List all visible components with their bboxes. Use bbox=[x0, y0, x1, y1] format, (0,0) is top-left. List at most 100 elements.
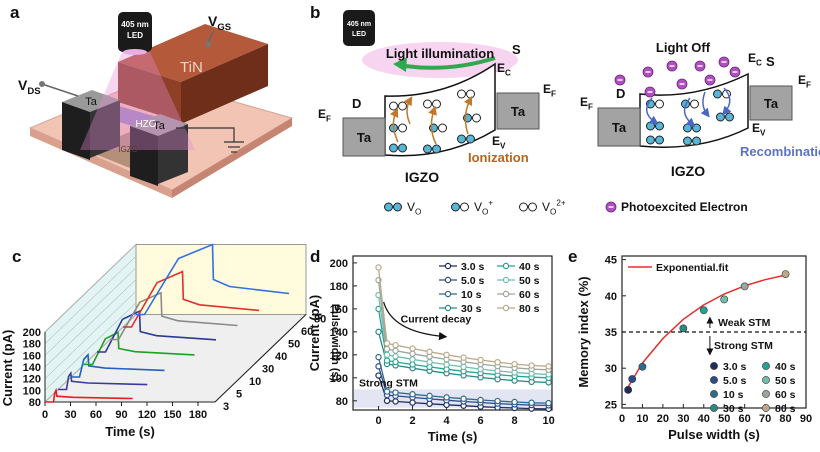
y-tick-label: 120 bbox=[330, 350, 348, 362]
vacancy-site bbox=[692, 123, 701, 133]
ionization-arrow bbox=[428, 105, 437, 145]
y-tick-label: 160 bbox=[23, 350, 41, 362]
label-base: V bbox=[542, 200, 550, 214]
grid-line bbox=[44, 302, 137, 391]
marker bbox=[477, 396, 484, 404]
y-tick-label: 100 bbox=[23, 385, 41, 397]
label: IGZO bbox=[405, 169, 439, 185]
label-sub: O bbox=[550, 208, 556, 217]
y-tick-label: 200 bbox=[23, 327, 41, 339]
legend-label: 30 s bbox=[461, 303, 482, 315]
marker bbox=[383, 388, 391, 395]
point bbox=[624, 386, 633, 394]
label: Ta bbox=[511, 104, 526, 119]
label-base: V bbox=[407, 200, 415, 214]
y-tick-label: 25 bbox=[605, 399, 617, 411]
label-sub: C bbox=[505, 69, 511, 78]
x-axis-title: Time (s) bbox=[105, 424, 155, 439]
y-tick-label: 120 bbox=[23, 374, 41, 386]
label: TiN bbox=[180, 59, 203, 76]
legend-label: 5.0 s bbox=[461, 275, 485, 287]
grid-line bbox=[44, 267, 137, 356]
x-tick-label: 40 bbox=[698, 413, 710, 425]
marker bbox=[383, 340, 391, 347]
label-sup: + bbox=[488, 199, 493, 208]
label: Ta bbox=[764, 96, 779, 111]
legend-label: Exponential.fit bbox=[656, 262, 729, 274]
legend-label: 10 s bbox=[461, 289, 482, 301]
vacancy-site bbox=[393, 202, 402, 212]
fit-line bbox=[627, 274, 786, 388]
y-tick-label: 160 bbox=[330, 304, 348, 316]
led bbox=[118, 12, 152, 52]
oxygen-vacancy bbox=[384, 202, 402, 212]
legend-marker bbox=[444, 304, 452, 312]
legend-label: 40 s bbox=[519, 261, 540, 273]
oxygen-vacancy bbox=[519, 202, 537, 212]
gate-side bbox=[181, 44, 268, 124]
label-base: E bbox=[497, 61, 505, 75]
marker bbox=[511, 360, 518, 368]
label-sub: DS bbox=[27, 86, 40, 97]
marker bbox=[409, 361, 416, 368]
label: Ta bbox=[153, 120, 166, 132]
light-arrow-head bbox=[393, 57, 407, 72]
oxygen-vacancy bbox=[646, 99, 664, 109]
legend-marker bbox=[710, 390, 718, 398]
vacancy-site bbox=[646, 121, 655, 131]
x-tick-label: 90 bbox=[800, 413, 812, 425]
vacancy-site bbox=[683, 123, 692, 133]
vacancy-site bbox=[725, 112, 734, 122]
y-axis-title: Current (pA) bbox=[0, 330, 15, 407]
x-tick-label: 8 bbox=[512, 415, 518, 427]
ionization-arrow bbox=[463, 95, 473, 135]
y-tick-label: 140 bbox=[23, 362, 41, 374]
marker bbox=[409, 356, 416, 363]
legend-marker bbox=[502, 290, 510, 298]
series-line bbox=[58, 370, 148, 391]
gate-top bbox=[118, 24, 268, 82]
marker bbox=[375, 353, 382, 361]
annotation: Strong STM bbox=[714, 340, 773, 352]
vacancy-site bbox=[466, 89, 475, 99]
electrode-top bbox=[130, 114, 188, 136]
marker bbox=[443, 351, 450, 359]
legend-marker bbox=[710, 362, 718, 370]
label: VO bbox=[407, 200, 421, 217]
marker bbox=[443, 394, 450, 401]
marker bbox=[392, 398, 399, 405]
x-tick-label: 4 bbox=[443, 415, 450, 427]
vacancy-site bbox=[655, 121, 664, 131]
x-tick-label: 6 bbox=[478, 415, 484, 427]
oxygen-vacancy bbox=[457, 134, 475, 144]
label: EV bbox=[492, 134, 506, 151]
label-base: E bbox=[492, 134, 500, 148]
point bbox=[781, 270, 790, 278]
label-sub: GS bbox=[217, 22, 231, 33]
legend-marker bbox=[762, 376, 770, 384]
marker bbox=[383, 357, 391, 364]
legend-marker bbox=[762, 404, 770, 412]
marker bbox=[426, 358, 433, 366]
vacancy-site bbox=[398, 101, 407, 111]
x-tick-label: 90 bbox=[115, 409, 127, 421]
legend-label: 3.0 s bbox=[723, 361, 747, 373]
legend-label: 80 s bbox=[775, 403, 796, 415]
label: Ta bbox=[357, 130, 372, 145]
label-base: E bbox=[748, 51, 756, 65]
recombination-arrow bbox=[722, 87, 732, 116]
marker bbox=[409, 391, 416, 398]
label: VGS bbox=[208, 13, 231, 33]
x-tick-label: 30 bbox=[677, 413, 689, 425]
x-tick-label: 30 bbox=[64, 409, 76, 421]
depth-tick-label: 5 bbox=[236, 389, 242, 401]
legend-marker bbox=[502, 262, 510, 270]
legend-marker bbox=[502, 304, 510, 312]
electrode bbox=[749, 85, 793, 121]
ionization-arrow bbox=[390, 107, 399, 143]
vacancy-site bbox=[646, 135, 655, 145]
ionization-arrow bbox=[403, 96, 413, 125]
marker bbox=[383, 345, 391, 353]
label: EV bbox=[752, 121, 766, 138]
